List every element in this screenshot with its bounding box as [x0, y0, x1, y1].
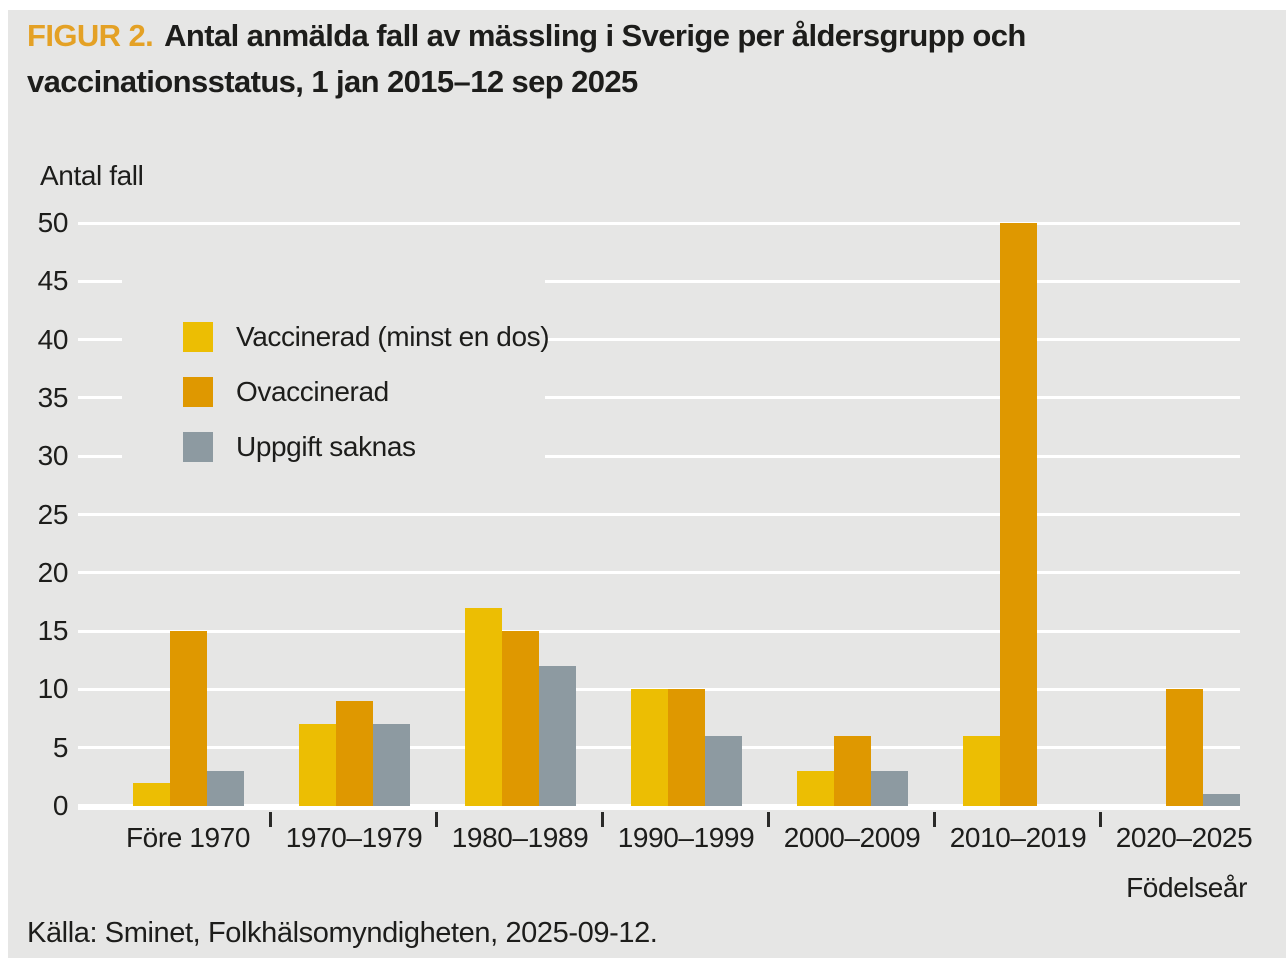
bar-group-1-series-1	[335, 701, 373, 806]
gridline-y-30	[78, 455, 122, 458]
legend-label-uppgift-saknas: Uppgift saknas	[236, 431, 416, 462]
x-category-label-0: Före 1970	[125, 822, 251, 853]
y-tick-label-40: 40	[37, 324, 69, 355]
y-tick-label-25: 25	[37, 499, 69, 530]
bar-group-2-series-1	[501, 631, 539, 806]
bar-group-4-series-1	[833, 736, 871, 806]
legend-swatch-vaccinerad	[183, 322, 213, 352]
y-tick-label-45: 45	[37, 265, 69, 296]
gridline-y-40	[545, 338, 1240, 341]
figure-title-line2: vaccinationsstatus, 1 jan 2015–12 sep 20…	[27, 64, 638, 99]
bar-group-3-series-0	[630, 689, 668, 806]
y-tick-label-50: 50	[37, 207, 69, 238]
bar-group-5-series-0	[962, 736, 1000, 806]
x-axis-separator-tick-5	[1099, 812, 1102, 827]
bar-group-6-series-2	[1202, 794, 1240, 806]
y-tick-label-5: 5	[52, 732, 69, 763]
legend-item-vaccinerad: Vaccinerad (minst en dos)	[183, 321, 550, 352]
gridline-y-40	[78, 338, 122, 341]
y-tick-label-30: 30	[37, 440, 69, 471]
legend-item-ovaccinerad: Ovaccinerad	[183, 376, 549, 407]
bar-group-3-series-1	[667, 689, 705, 806]
y-tick-label-10: 10	[37, 673, 69, 704]
bar-group-1-series-0	[298, 724, 336, 806]
x-axis-separator-tick-3	[767, 812, 770, 827]
y-tick-label-15: 15	[37, 615, 69, 646]
source-note: Källa: Sminet, Folkhälsomyndigheten, 202…	[27, 917, 658, 949]
bar-group-4-series-0	[796, 771, 834, 806]
bar-group-4-series-2	[870, 771, 908, 806]
legend-label-vaccinerad: Vaccinerad (minst en dos)	[236, 321, 550, 352]
figure-label: FIGUR 2.	[27, 18, 154, 53]
bar-group-0-series-2	[206, 771, 244, 806]
gridline-y-45	[545, 280, 1240, 283]
y-tick-label-0: 0	[52, 790, 69, 821]
y-axis-title: Antal fall	[40, 160, 144, 191]
bar-group-0-series-0	[132, 783, 170, 806]
y-tick-label-35: 35	[37, 382, 69, 413]
bar-group-6-series-1	[1165, 689, 1203, 806]
bar-group-3-series-2	[704, 736, 742, 806]
x-axis-title: Födelseår	[1126, 872, 1247, 903]
x-axis-separator-tick-2	[601, 812, 604, 827]
bar-group-0-series-1	[169, 631, 207, 806]
x-category-label-3: 1990–1999	[617, 822, 755, 853]
x-category-label-6: 2020–2025	[1115, 822, 1253, 853]
figure-title-line1: Antal anmälda fall av mässling i Sverige…	[164, 18, 1026, 53]
x-category-label-1: 1970–1979	[285, 822, 423, 853]
gridline-y-45	[78, 280, 122, 283]
bar-group-2-series-2	[538, 666, 576, 806]
x-axis-separator-tick-1	[435, 812, 438, 827]
gridline-y-15	[78, 630, 1240, 633]
x-category-label-2: 1980–1989	[451, 822, 589, 853]
bar-group-1-series-2	[372, 724, 410, 806]
gridline-y-35	[78, 396, 122, 399]
legend-swatch-ovaccinerad	[183, 377, 213, 407]
gridline-y-30	[545, 455, 1240, 458]
gridline-y-50	[78, 222, 1240, 225]
gridline-y-35	[545, 396, 1240, 399]
gridline-y-25	[78, 513, 1240, 516]
legend-item-uppgift-saknas: Uppgift saknas	[183, 431, 549, 462]
figure-title-line1-wrap: FIGUR 2. Antal anmälda fall av mässling i…	[27, 13, 1227, 59]
x-axis-separator-tick-4	[933, 812, 936, 827]
x-category-label-5: 2010–2019	[949, 822, 1087, 853]
x-category-label-4: 2000–2009	[783, 822, 921, 853]
legend-label-ovaccinerad: Ovaccinerad	[236, 376, 389, 407]
bar-group-5-series-1	[999, 223, 1037, 806]
figure-title: FIGUR 2. Antal anmälda fall av mässling i…	[27, 13, 1227, 105]
legend-swatch-uppgift-saknas	[183, 432, 213, 462]
x-axis-separator-tick-0	[269, 812, 272, 827]
y-tick-label-20: 20	[37, 557, 69, 588]
x-axis-baseline	[78, 804, 1240, 810]
chart-legend: Vaccinerad (minst en dos) Ovaccinerad Up…	[183, 321, 550, 487]
bar-group-2-series-0	[464, 608, 502, 806]
gridline-y-20	[78, 571, 1240, 574]
